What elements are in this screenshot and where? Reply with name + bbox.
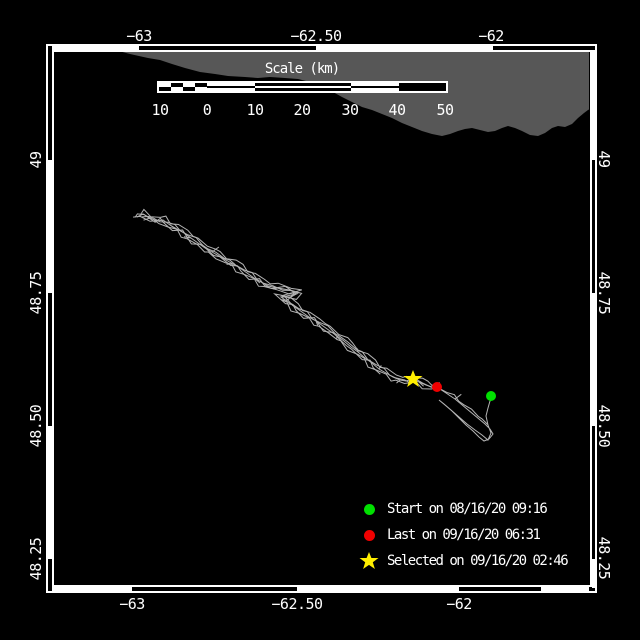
axis-label-left-4850: 48.50 xyxy=(27,404,45,448)
axis-label-right-4825: 48.25 xyxy=(595,536,613,580)
scalebar-segment-30-40 xyxy=(351,83,399,91)
track-spur xyxy=(454,393,462,400)
track-spur xyxy=(356,348,359,353)
scalebar-tick-0: 0 xyxy=(202,101,212,119)
scalebar xyxy=(157,81,448,93)
scalebar-segment-10-20 xyxy=(255,83,303,91)
track-spur xyxy=(169,224,178,231)
selected-star-icon xyxy=(358,551,380,571)
scalebar-tick-10l: 10 xyxy=(151,101,169,119)
track-spur xyxy=(315,320,319,326)
scalebar-segment-40-50 xyxy=(399,83,446,91)
legend-item-start: Start on 08/16/20 09:16 xyxy=(358,499,548,519)
track-spur xyxy=(272,287,279,290)
drift-track xyxy=(133,215,437,390)
drift-track xyxy=(134,213,381,375)
axis-label-right-4850: 48.50 xyxy=(595,404,613,448)
track-spur xyxy=(143,217,151,221)
scalebar-checker-segment xyxy=(159,83,207,91)
axis-label-left-49: 49 xyxy=(27,151,45,169)
landmass xyxy=(122,52,589,136)
axis-label-left-4825: 48.25 xyxy=(27,537,45,581)
scalebar-tick-20: 20 xyxy=(293,101,311,119)
map-frame-outer xyxy=(46,44,597,593)
track-spur xyxy=(378,365,382,370)
legend-item-last: Last on 09/16/20 06:31 xyxy=(358,525,541,545)
legend-selected-label: Selected on 09/16/20 02:46 xyxy=(387,553,569,569)
track-spur xyxy=(211,246,220,253)
scalebar-tick-30: 30 xyxy=(341,101,359,119)
axis-label-top-62: −62 xyxy=(478,27,504,45)
track-spur xyxy=(418,381,424,387)
axis-label-bottom-62: −62 xyxy=(446,595,472,613)
legend-last-label: Last on 09/16/20 06:31 xyxy=(387,527,541,543)
axis-label-left-4875: 48.75 xyxy=(27,271,45,315)
scalebar-tick-40: 40 xyxy=(388,101,406,119)
scalebar-segment-20-30 xyxy=(303,83,351,91)
axis-label-top-63: −63 xyxy=(126,27,152,45)
legend-start-label: Start on 08/16/20 09:16 xyxy=(387,501,548,517)
selected-star-marker xyxy=(403,370,423,387)
axis-label-right-4875: 48.75 xyxy=(595,271,613,315)
last-marker-icon xyxy=(358,529,380,541)
map-frame-inner xyxy=(52,50,592,587)
scalebar-title: Scale (km) xyxy=(264,61,340,77)
drift-track xyxy=(140,208,440,387)
track-spur xyxy=(253,277,261,284)
legend-item-selected: Selected on 09/16/20 02:46 xyxy=(358,551,569,571)
axis-label-right-49: 49 xyxy=(595,150,613,168)
track-spur xyxy=(396,379,401,384)
scalebar-segment-0-10 xyxy=(207,83,255,91)
track-spur xyxy=(183,236,192,239)
start-marker-icon xyxy=(358,503,380,515)
track-spur xyxy=(290,291,296,298)
start-dot-marker xyxy=(486,391,496,401)
last-dot-marker xyxy=(432,382,442,392)
drift-track xyxy=(136,213,494,442)
axis-label-top-6250: −62.50 xyxy=(290,27,342,45)
track-spur xyxy=(291,304,296,308)
scalebar-tick-50: 50 xyxy=(436,101,454,119)
axis-label-bottom-6250: −62.50 xyxy=(271,595,323,613)
scalebar-tick-10: 10 xyxy=(246,101,264,119)
axis-label-bottom-63: −63 xyxy=(119,595,145,613)
